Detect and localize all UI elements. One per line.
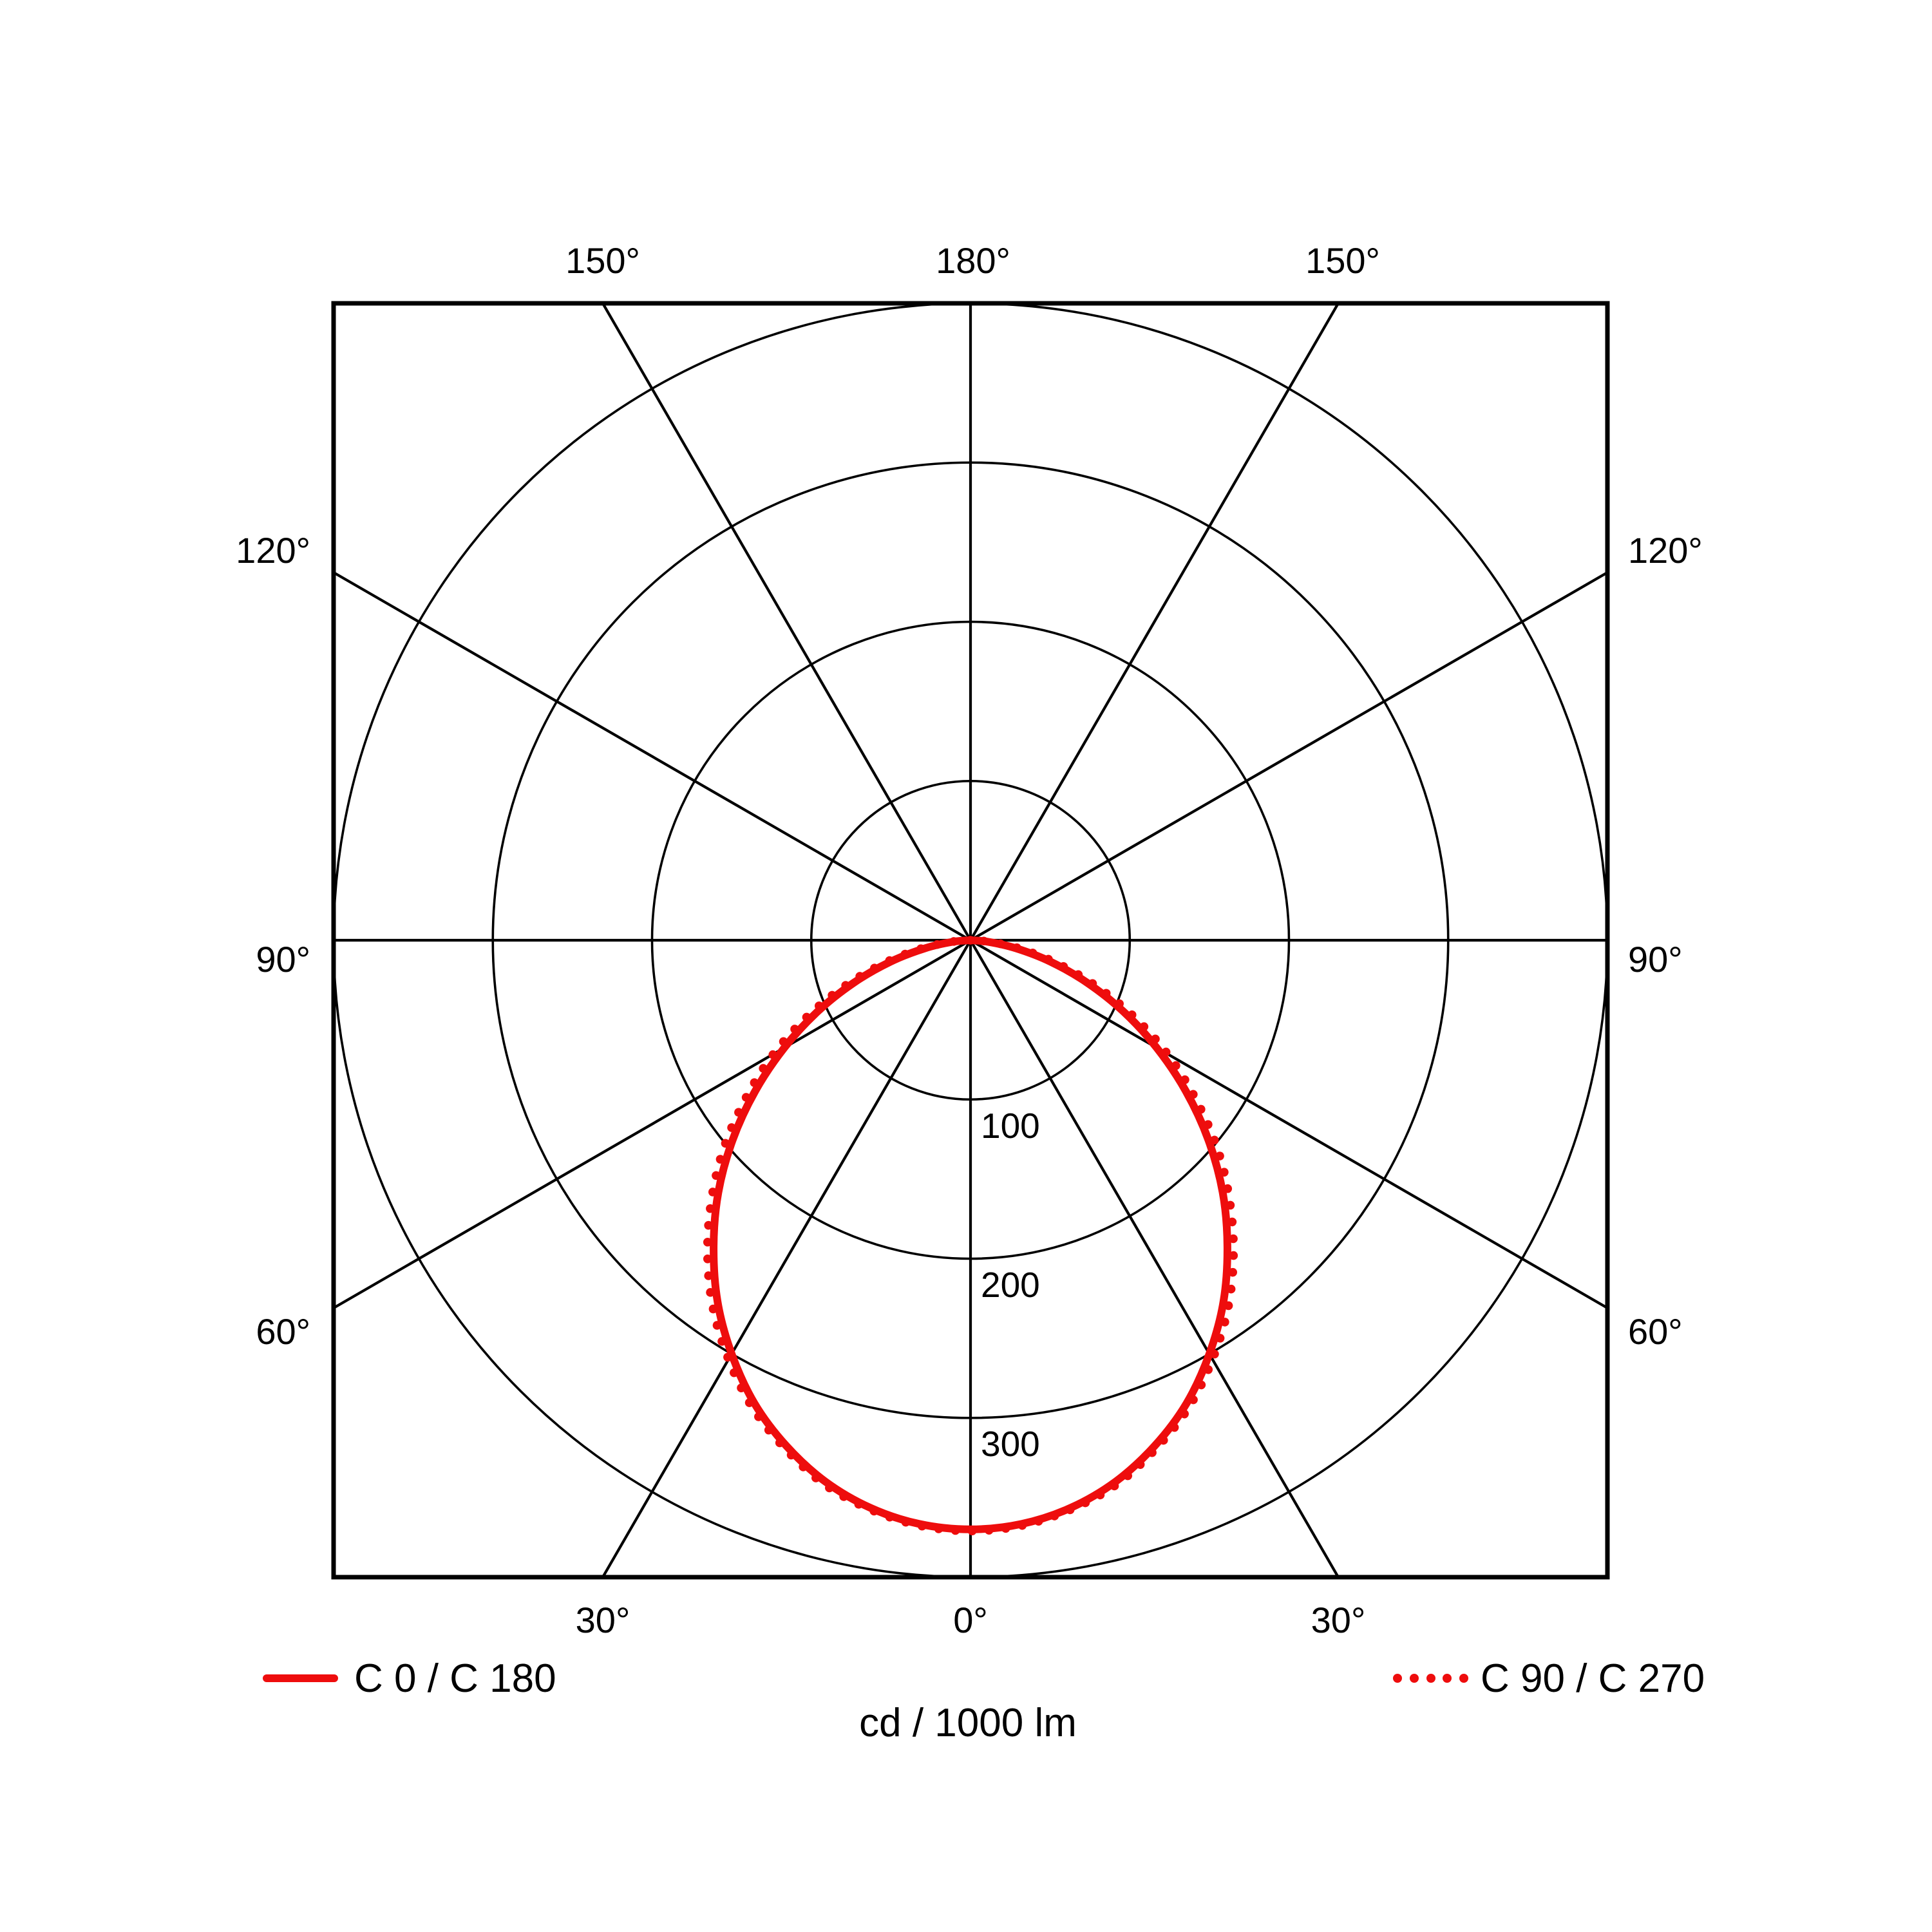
radial-tick-200: 200 [981, 1265, 1040, 1305]
angle-label-left-120: 120° [236, 530, 310, 571]
angle-label-left-90: 90° [256, 939, 310, 980]
angle-label-right-120: 120° [1628, 530, 1703, 571]
radial-tick-100: 100 [981, 1106, 1040, 1146]
angle-label-bottom-left: 30° [575, 1600, 630, 1640]
angle-label-bottom-right: 30° [1311, 1600, 1366, 1640]
legend-label-c0-c180: C 0 / C 180 [354, 1656, 556, 1701]
angle-label-right-60: 60° [1628, 1311, 1683, 1352]
angle-label-right-90: 90° [1628, 939, 1683, 980]
legend-solid-line-swatch [263, 1674, 338, 1682]
angle-label-left-60: 60° [256, 1311, 310, 1352]
legend-dotted-line-swatch [1393, 1674, 1468, 1683]
curve-c0-c180 [710, 936, 1231, 1533]
legend-dot-icon [1393, 1674, 1402, 1683]
angle-label-top-center: 180° [936, 240, 1010, 281]
legend-dot-icon [1459, 1674, 1468, 1683]
legend-label-c90-c270: C 90 / C 270 [1481, 1656, 1705, 1701]
legend-dot-icon [1426, 1674, 1435, 1683]
units-caption: cd / 1000 lm [859, 1701, 1077, 1745]
legend-dot-icon [1443, 1674, 1452, 1683]
angle-label-top-left: 150° [565, 240, 640, 281]
angle-label-top-right: 150° [1305, 240, 1380, 281]
intensity-curves [703, 936, 1238, 1536]
angle-label-bottom-center: 0° [953, 1600, 988, 1640]
legend-dot-icon [1409, 1674, 1419, 1683]
radial-tick-300: 300 [981, 1424, 1040, 1464]
chart-frame [331, 301, 1610, 1580]
